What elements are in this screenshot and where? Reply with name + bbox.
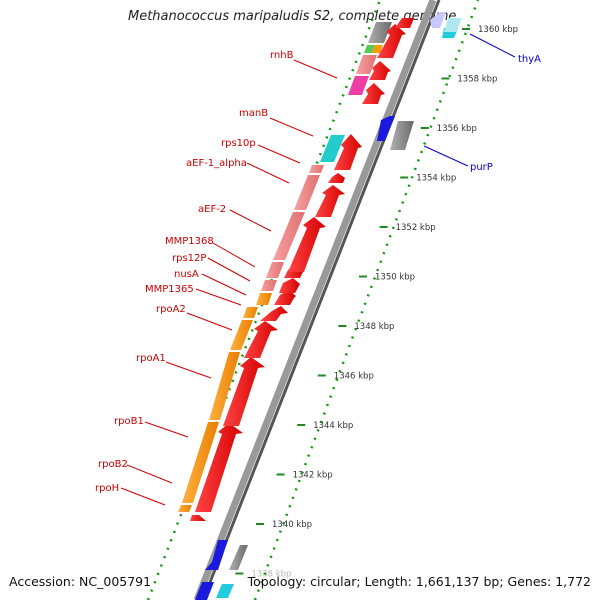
cog-bar-small-1 <box>364 45 375 53</box>
label-rps12P: rps12P <box>172 253 206 264</box>
leader-rnhB <box>293 59 338 79</box>
tick-label: 1356 kbp <box>437 124 477 134</box>
tick-label: 1354 kbp <box>416 174 456 184</box>
tick-label: 1342 kbp <box>293 471 333 481</box>
gene-arrow-top-2 <box>395 18 414 28</box>
gene-track-forward <box>190 18 414 521</box>
cog-bar-rpoA1 <box>230 320 253 350</box>
gene-arrow-thyA-2 <box>430 12 446 28</box>
leader-rpoB2 <box>126 464 173 484</box>
gene-arrow-rnhB <box>362 83 385 104</box>
label-rpoB1: rpoB1 <box>114 416 144 427</box>
label-MMP1368: MMP1368 <box>165 236 214 247</box>
leader-manB <box>269 117 314 137</box>
leader-MMP1365 <box>195 288 242 306</box>
genome-summary: Topology: circular; Length: 1,661,137 bp… <box>247 574 591 589</box>
gene-labels-left: rnhB manB rps10p aEF-1_alpha aEF-2 MMP13… <box>95 50 338 506</box>
accession-value: NC_005791 <box>79 574 152 589</box>
gene-arrow-bottom-blue <box>205 540 228 570</box>
cog-bar-small-2 <box>372 45 383 53</box>
gene-arrow-rps12P <box>279 278 300 293</box>
leader-rps10p <box>257 144 301 164</box>
cog-bar-bottom-grey <box>229 545 248 570</box>
cog-bar-bottom-cyan <box>216 584 234 598</box>
gene-arrow-rpoB1 <box>223 357 265 426</box>
gene-track-reverse <box>195 12 462 600</box>
leader-thyA <box>469 33 516 58</box>
leader-rps12P <box>207 257 251 282</box>
gene-arrow-purP <box>377 116 395 141</box>
cog-bar-manB <box>320 135 345 162</box>
cog-bar-rnhB-2 <box>356 55 377 74</box>
gene-arrow-bottom-blue-2 <box>195 582 214 600</box>
leader-nusA <box>201 273 247 296</box>
accession-footer: Accession: NC_005791 <box>9 574 151 589</box>
tick-label: 1340 kbp <box>272 520 312 530</box>
gene-arrow-nusA <box>274 290 296 305</box>
gene-arrow-rpoH <box>190 515 206 521</box>
gene-arrow-aEF-1-alpha <box>315 185 345 217</box>
tick-label: 1352 kbp <box>396 223 436 233</box>
tick-label: 1346 kbp <box>334 372 374 382</box>
label-manB: manB <box>239 108 268 119</box>
label-aEF-2: aEF-2 <box>198 204 226 215</box>
cog-bar-MMP1368 <box>266 262 284 278</box>
label-thyA: thyA <box>518 54 541 65</box>
label-rps10p: rps10p <box>221 138 256 149</box>
gene-arrow-rps10p <box>328 173 345 183</box>
tick-label: 1350 kbp <box>375 273 415 283</box>
tick-label: 1360 kbp <box>478 25 518 35</box>
leader-MMP1368 <box>212 242 256 268</box>
label-purP: purP <box>470 162 493 173</box>
cog-bar-rpoB1 <box>209 352 240 420</box>
cog-bar-rpoA2 <box>243 307 258 318</box>
gene-arrow-aEF-2 <box>288 217 326 272</box>
map-title: Methanococcus maripaludis S2, complete g… <box>128 9 457 24</box>
cog-bar-top <box>368 22 392 43</box>
gene-arrow-top-1 <box>377 24 406 58</box>
label-rpoH: rpoH <box>95 483 119 494</box>
gene-arrow-rpoB2 <box>195 423 243 512</box>
leader-rpoA1 <box>165 361 212 379</box>
leader-rpoA2 <box>186 312 233 331</box>
label-rpoB2: rpoB2 <box>98 459 128 470</box>
label-rpoA2: rpoA2 <box>156 304 186 315</box>
cog-bar-rps10p <box>309 165 324 173</box>
leader-purP <box>423 145 469 167</box>
cog-bar-top-right <box>444 18 462 32</box>
label-aEF-1-alpha: aEF-1_alpha <box>186 158 247 169</box>
label-MMP1365: MMP1365 <box>145 284 194 295</box>
gene-arrow-rpoA1 <box>244 321 278 358</box>
cog-bar-rnhB <box>348 76 369 95</box>
cog-bar-purP <box>390 121 414 150</box>
gene-arrow-rpoA2 <box>260 306 288 321</box>
cog-bar-rpoH <box>178 505 192 512</box>
cog-bar-rpoB2 <box>182 422 219 503</box>
genome-backbone-inner <box>201 0 441 600</box>
leader-aEF-2 <box>229 209 272 232</box>
tick-label: 1338 kbp <box>251 570 291 580</box>
cog-bar-nusA <box>256 293 272 305</box>
tick-label: 1358 kbp <box>457 75 497 85</box>
gene-arrow-rnhB-2 <box>369 61 391 80</box>
leader-rpoH <box>120 487 166 506</box>
leader-aEF-1-alpha <box>246 162 290 184</box>
label-nusA: nusA <box>174 269 199 280</box>
label-rpoA1: rpoA1 <box>136 353 166 364</box>
scale-ticks: 1338 kbp 1340 kbp 1342 kbp 1344 kbp 1346 kbp… <box>235 25 518 580</box>
gene-labels-right: thyA purP <box>423 33 541 173</box>
tick-label: 1344 kbp <box>313 421 353 431</box>
label-rnhB: rnhB <box>270 50 294 61</box>
cog-track-forward <box>178 22 392 512</box>
accession-label: Accession: <box>9 574 76 589</box>
gene-arrow-manB <box>334 134 362 170</box>
tick-label: 1348 kbp <box>354 322 394 332</box>
cog-bar-aEF-2 <box>273 212 305 260</box>
leader-rpoB1 <box>144 421 189 438</box>
genome-backbone <box>193 0 437 600</box>
cog-bar-rps12P <box>261 280 277 291</box>
cog-bar-aEF-1-alpha <box>294 175 320 210</box>
